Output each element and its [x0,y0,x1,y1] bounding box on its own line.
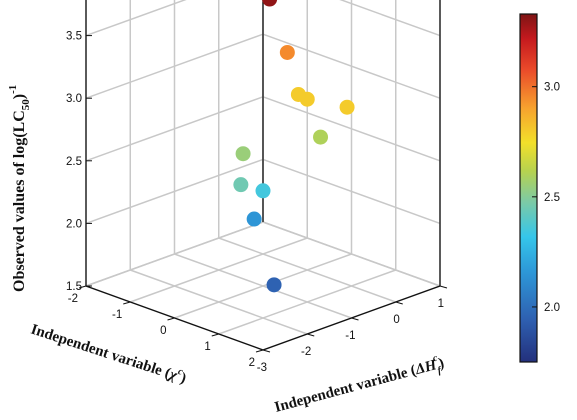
grid-line [218,237,397,303]
z-axis-label: Observed values of log(LC50)-1 [7,85,32,292]
y-tick-label: -3 [257,362,267,374]
x-tick-mark [255,349,264,353]
y-tick-mark [439,285,448,289]
z-tick-label: 3.0 [66,93,82,105]
y-axis-label: Independent variable (ΔHfc) [272,351,447,419]
grid-line [262,221,441,287]
data-point [266,277,282,293]
y-tick-mark [307,333,315,337]
data-point [290,86,306,102]
y-tick-mark [395,301,403,305]
grid-line [85,96,264,162]
x-tick-label: 2 [249,357,255,369]
data-point [233,177,249,193]
colorbar-tick-label: 3.0 [544,82,560,94]
x-tick-label: 0 [160,325,166,337]
grid-line [85,221,264,287]
data-point [262,0,278,7]
data-point [339,99,355,115]
x-tick-mark [123,301,131,305]
y-tick-label: -1 [345,330,355,342]
grid-line [129,269,308,335]
grid-line [262,33,441,99]
axes-frame [85,0,441,351]
y-tick-label: -2 [301,346,311,358]
y-tick-mark [351,317,359,321]
z-tick-label: 2.0 [66,218,82,230]
x-tick-mark [167,317,175,321]
grid-line [262,96,441,162]
colorbar [519,13,538,363]
x-tick-mark [78,285,87,289]
y-tick-label: 0 [393,314,399,326]
z-tick-label: 3.5 [66,31,82,43]
grid-line [339,0,441,37]
data-points [233,0,355,293]
grid-line [262,158,441,225]
grid-line [85,158,264,225]
colorbar-ticks: 2.0 2.5 3.0 [532,82,560,314]
data-point [235,146,251,162]
grid-line [85,33,264,99]
data-point [255,183,271,199]
x-tick-mark [211,333,219,337]
grid-line [85,0,187,37]
x-tick-label: -2 [68,293,78,305]
y-tick-label: 1 [438,298,444,310]
data-point [279,44,295,60]
grid-line [174,253,352,319]
colorbar-tick-label: 2.0 [544,302,560,314]
x-tick-label: -1 [112,309,122,321]
y-tick-mark [262,349,271,353]
z-tick-label: 1.5 [66,281,82,293]
data-point [313,129,329,145]
data-point [246,211,262,227]
z-tick-label: 2.5 [66,156,82,168]
x-tick-label: 1 [204,341,210,353]
colorbar-tick-label: 2.5 [544,192,560,204]
